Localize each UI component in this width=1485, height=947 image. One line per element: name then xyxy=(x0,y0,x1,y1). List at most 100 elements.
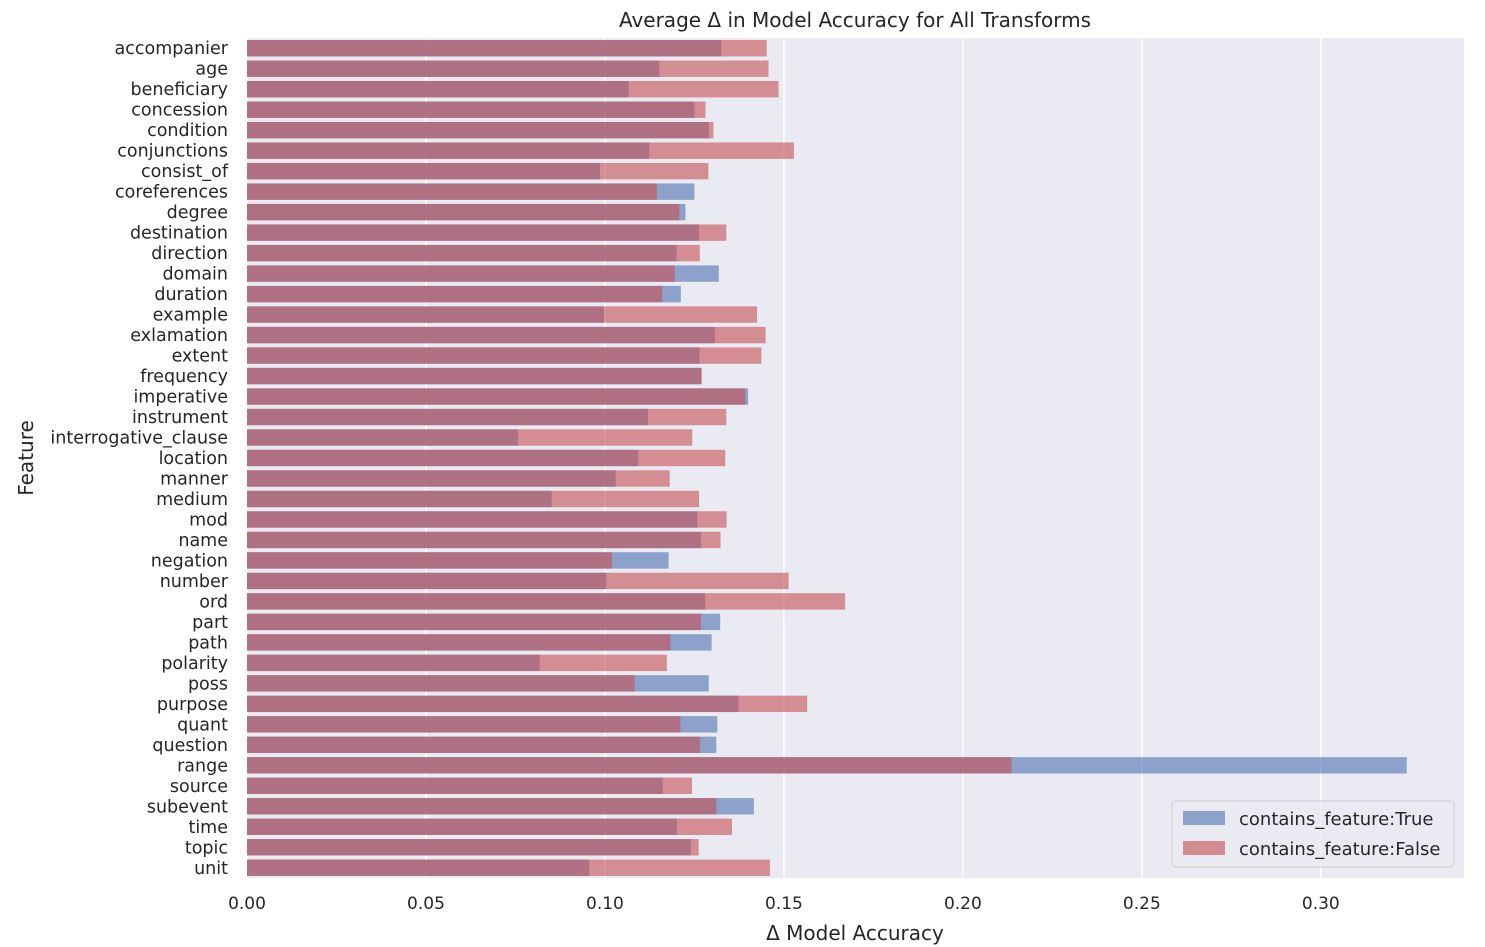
bar-false-topic xyxy=(247,839,699,856)
y-tick-label: source xyxy=(170,777,228,797)
bar-false-duration xyxy=(247,285,663,303)
y-tick-label: manner xyxy=(160,469,229,489)
bar-false-quant xyxy=(247,716,681,733)
y-tick-label: coreferences xyxy=(115,183,228,203)
bar-false-name xyxy=(247,531,721,549)
y-tick-label: question xyxy=(152,736,228,756)
bar-false-destination xyxy=(247,224,727,241)
y-tick-label: degree xyxy=(167,203,228,223)
bar-false-beneficiary xyxy=(247,81,779,98)
y-tick-label: path xyxy=(188,633,228,653)
y-tick-label: topic xyxy=(185,838,228,858)
y-tick-label: domain xyxy=(162,265,228,285)
y-tick-label: medium xyxy=(156,490,228,510)
bar-false-example xyxy=(247,306,758,323)
bar-false-time xyxy=(247,818,733,835)
x-tick-label: 0.15 xyxy=(765,894,803,914)
bar-false-frequency xyxy=(247,367,702,385)
bar-false-part xyxy=(247,613,701,631)
y-tick-label: instrument xyxy=(132,408,228,428)
y-tick-label: conjunctions xyxy=(117,142,228,162)
legend-swatch-false xyxy=(1183,841,1225,855)
y-tick-label: example xyxy=(153,306,228,326)
bar-false-question xyxy=(247,736,701,754)
y-tick-label: frequency xyxy=(140,367,228,387)
bar-false-negation xyxy=(247,552,613,569)
y-tick-label: poss xyxy=(188,674,228,694)
y-tick-label: negation xyxy=(151,551,228,571)
y-tick-label: condition xyxy=(147,121,228,141)
bar-false-instrument xyxy=(247,408,727,426)
bar-false-conjunctions xyxy=(247,142,794,159)
bar-false-poss xyxy=(247,675,635,692)
x-tick-label: 0.10 xyxy=(586,894,624,914)
bar-false-ord xyxy=(247,593,846,610)
legend-label-false: contains_feature:False xyxy=(1239,839,1440,860)
bar-false-extent xyxy=(247,347,762,364)
y-tick-label: destination xyxy=(130,224,228,244)
y-tick-label: interrogative_clause xyxy=(50,429,228,449)
y-tick-label: beneficiary xyxy=(130,80,228,100)
x-tick-labels: 0.00 0.05 0.10 0.15 0.20 0.25 0.30 xyxy=(228,894,1340,914)
y-tick-label: accompanier xyxy=(115,39,229,59)
legend-swatch-true xyxy=(1183,811,1225,825)
y-tick-label: range xyxy=(177,756,228,776)
bar-false-age xyxy=(247,60,769,77)
x-tick-label: 0.25 xyxy=(1123,894,1161,914)
bar-false-direction xyxy=(247,244,700,262)
y-tick-label: direction xyxy=(151,244,228,264)
bar-false-number xyxy=(247,572,789,590)
x-tick-label: 0.05 xyxy=(407,894,445,914)
bar-false-degree xyxy=(247,203,680,221)
y-tick-label: polarity xyxy=(161,654,228,674)
x-tick-label: 0.30 xyxy=(1302,894,1340,914)
bar-false-unit xyxy=(247,859,770,876)
bar-false-location xyxy=(247,449,726,467)
bar-false-consist_of xyxy=(247,162,709,180)
y-tick-label: concession xyxy=(131,101,228,121)
bar-false-accompanier xyxy=(247,40,767,57)
bar-false-path xyxy=(247,634,671,651)
bar-false-purpose xyxy=(247,695,808,713)
y-tick-label: name xyxy=(178,531,228,551)
bar-false-subevent xyxy=(247,798,717,815)
y-tick-label: consist_of xyxy=(141,162,229,182)
x-tick-label: 0.00 xyxy=(228,894,266,914)
bar-false-polarity xyxy=(247,654,667,672)
bar-false-interrogative_clause xyxy=(247,429,693,446)
y-tick-label: duration xyxy=(154,285,228,305)
y-tick-labels: accompanieragebeneficiaryconcessioncondi… xyxy=(50,39,228,879)
y-tick-label: time xyxy=(188,818,228,838)
y-tick-label: purpose xyxy=(157,695,228,715)
bar-false-domain xyxy=(247,265,675,282)
y-tick-label: exlamation xyxy=(130,326,228,346)
chart-title: Average Δ in Model Accuracy for All Tran… xyxy=(619,8,1091,32)
y-tick-label: ord xyxy=(199,592,228,612)
legend-box xyxy=(1171,800,1455,868)
y-tick-label: extent xyxy=(172,347,229,367)
bar-false-medium xyxy=(247,490,700,508)
y-tick-label: age xyxy=(195,60,228,80)
legend-label-true: contains_feature:True xyxy=(1239,809,1433,830)
x-tick-label: 0.20 xyxy=(944,894,982,914)
y-tick-label: part xyxy=(192,613,228,633)
bar-false-range xyxy=(247,757,1012,774)
bar-false-coreferences xyxy=(247,183,657,200)
y-tick-label: unit xyxy=(194,859,228,879)
y-tick-label: location xyxy=(159,449,228,469)
bar-false-concession xyxy=(247,101,706,118)
y-tick-label: imperative xyxy=(133,388,228,408)
bar-false-mod xyxy=(247,511,727,528)
bar-false-imperative xyxy=(247,388,746,405)
y-tick-label: quant xyxy=(177,715,228,735)
y-axis-label: Feature xyxy=(14,420,38,496)
bar-false-condition xyxy=(247,122,714,139)
legend: contains_feature:True contains_feature:F… xyxy=(1171,800,1455,868)
bar-false-exlamation xyxy=(247,326,766,344)
y-tick-label: number xyxy=(160,572,229,592)
y-tick-label: subevent xyxy=(147,797,228,817)
bar-false-source xyxy=(247,777,692,794)
y-tick-label: mod xyxy=(189,510,228,530)
bars xyxy=(247,40,1407,876)
